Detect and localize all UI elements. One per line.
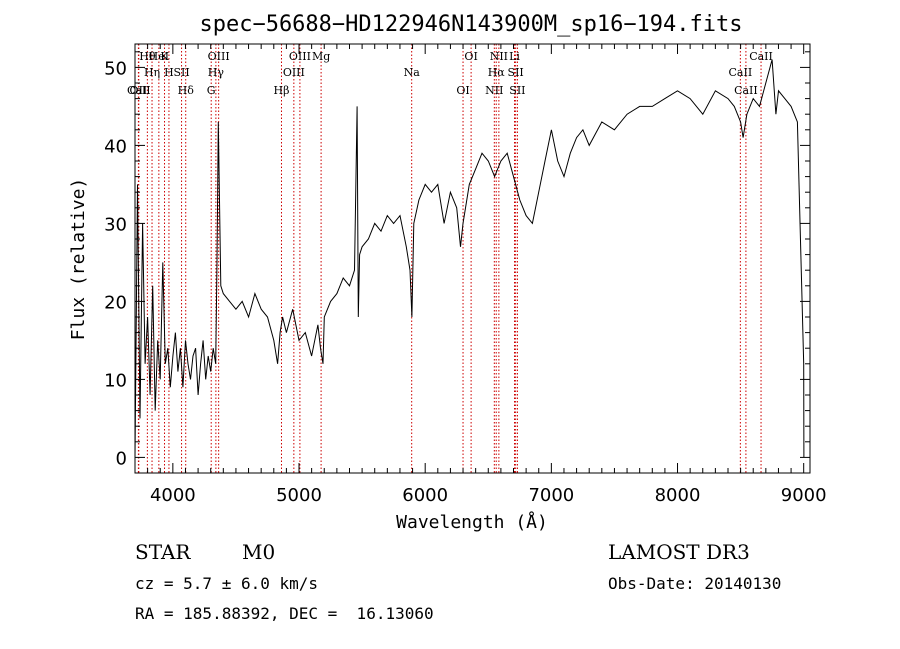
line-label: OIII	[208, 50, 230, 63]
x-axis-label: Wavelength (Å)	[396, 511, 548, 533]
line-label: NII	[485, 84, 503, 97]
y-tick-label: 30	[104, 214, 127, 235]
line-label: Hα	[488, 66, 506, 79]
line-label: CaII	[127, 84, 151, 97]
y-axis-label: Flux (relative)	[68, 178, 89, 341]
line-label: CaII	[734, 84, 758, 97]
line-label: OIII	[289, 50, 311, 63]
x-tick-label: 8000	[655, 485, 701, 506]
line-label: SII	[173, 66, 189, 79]
line-label: Hδ	[178, 84, 195, 97]
x-tick-label: 6000	[402, 485, 448, 506]
line-label: OI	[464, 50, 477, 63]
line-label: Li	[509, 50, 520, 63]
x-tick-label: 7000	[528, 485, 574, 506]
line-label: Na	[404, 66, 421, 79]
line-label: SII	[509, 84, 525, 97]
line-label: G	[207, 84, 216, 97]
line-label: OI	[456, 84, 469, 97]
line-label: SII	[508, 66, 524, 79]
x-tick-label: 9000	[781, 485, 827, 506]
plot-frame	[134, 43, 811, 474]
line-label: NII	[490, 50, 508, 63]
line-label: HeI	[149, 50, 169, 63]
line-label: Hη	[144, 66, 160, 79]
chart-title: spec−56688−HD122946N143900M_sp16−194.fit…	[199, 12, 742, 37]
survey-name: LAMOST DR3	[608, 540, 750, 564]
line-label: Hθ	[139, 50, 156, 63]
line-label: CaII	[749, 50, 773, 63]
y-tick-label: 10	[104, 370, 127, 391]
line-label: H	[164, 66, 174, 79]
line-label: Hβ	[274, 84, 290, 97]
obs-date: Obs-Date: 20140130	[608, 574, 782, 593]
line-label: CaII	[729, 66, 753, 79]
line-label: Hγ	[208, 66, 225, 79]
spectrum-line	[134, 59, 805, 458]
line-label: OII	[130, 84, 148, 97]
y-tick-label: 50	[104, 58, 127, 79]
x-tick-label: 5000	[276, 485, 322, 506]
y-tick-label: 40	[104, 136, 127, 157]
line-markers	[137, 44, 762, 473]
line-label: OIII	[283, 66, 305, 79]
y-tick-label: 0	[116, 448, 127, 469]
line-label: Mg	[312, 50, 330, 63]
axis-ticks: 4000 5000 6000 7000 8000 9000 0 10 20 30 40 50	[104, 44, 827, 506]
redshift-readout: cz = 5.7 ± 6.0 km/s	[135, 574, 319, 593]
x-tick-label: 4000	[150, 485, 196, 506]
y-tick-label: 20	[104, 292, 127, 313]
object-class: STAR	[135, 540, 191, 564]
line-labels: Hθ Hη CaII KH Hδ HeI SII OII OIII Hγ G OIII OIII Hβ Mg…	[127, 50, 773, 97]
object-subclass: M0	[242, 540, 276, 564]
coordinates: RA = 185.88392, DEC = 16.13060	[135, 604, 434, 623]
line-label: K	[160, 50, 169, 63]
